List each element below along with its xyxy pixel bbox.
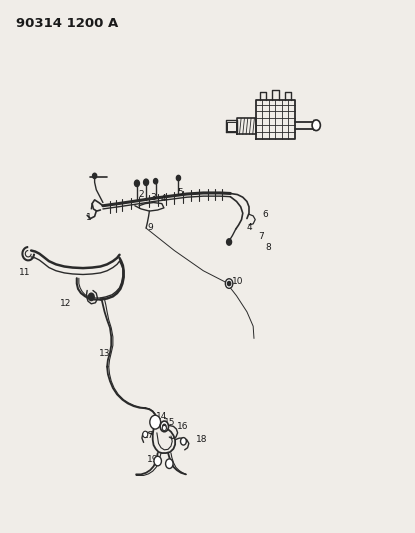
Circle shape bbox=[143, 431, 148, 438]
Circle shape bbox=[93, 173, 97, 179]
Circle shape bbox=[166, 459, 173, 469]
Circle shape bbox=[312, 120, 320, 131]
Text: 15: 15 bbox=[164, 418, 175, 426]
Circle shape bbox=[181, 438, 186, 445]
Circle shape bbox=[144, 179, 149, 185]
Text: 17: 17 bbox=[143, 431, 154, 440]
Text: 13: 13 bbox=[99, 349, 111, 358]
Circle shape bbox=[225, 279, 233, 288]
Text: 6: 6 bbox=[262, 210, 268, 219]
Circle shape bbox=[176, 175, 181, 181]
Text: 8: 8 bbox=[265, 244, 271, 252]
Text: 3: 3 bbox=[150, 193, 156, 201]
Text: 7: 7 bbox=[259, 232, 264, 241]
Circle shape bbox=[160, 421, 168, 432]
Circle shape bbox=[163, 424, 166, 429]
Text: 19: 19 bbox=[147, 455, 159, 464]
Text: 14: 14 bbox=[156, 413, 168, 421]
Text: 11: 11 bbox=[19, 269, 31, 277]
Circle shape bbox=[150, 415, 161, 429]
Text: 16: 16 bbox=[177, 422, 188, 431]
Text: 90314 1200 A: 90314 1200 A bbox=[16, 17, 118, 30]
Circle shape bbox=[154, 179, 158, 184]
Circle shape bbox=[162, 425, 166, 431]
Circle shape bbox=[134, 180, 139, 187]
Text: 1: 1 bbox=[85, 213, 91, 222]
Text: 18: 18 bbox=[195, 435, 207, 444]
Text: 10: 10 bbox=[232, 277, 243, 286]
Text: 9: 9 bbox=[147, 223, 153, 232]
Circle shape bbox=[227, 281, 231, 286]
Circle shape bbox=[227, 239, 232, 245]
Text: 5: 5 bbox=[178, 189, 183, 197]
Text: 4: 4 bbox=[247, 223, 253, 231]
Circle shape bbox=[152, 418, 159, 426]
Text: 12: 12 bbox=[60, 300, 71, 308]
Circle shape bbox=[88, 293, 94, 301]
Circle shape bbox=[154, 456, 161, 466]
Text: 2: 2 bbox=[138, 190, 144, 199]
Text: 4: 4 bbox=[160, 194, 166, 203]
